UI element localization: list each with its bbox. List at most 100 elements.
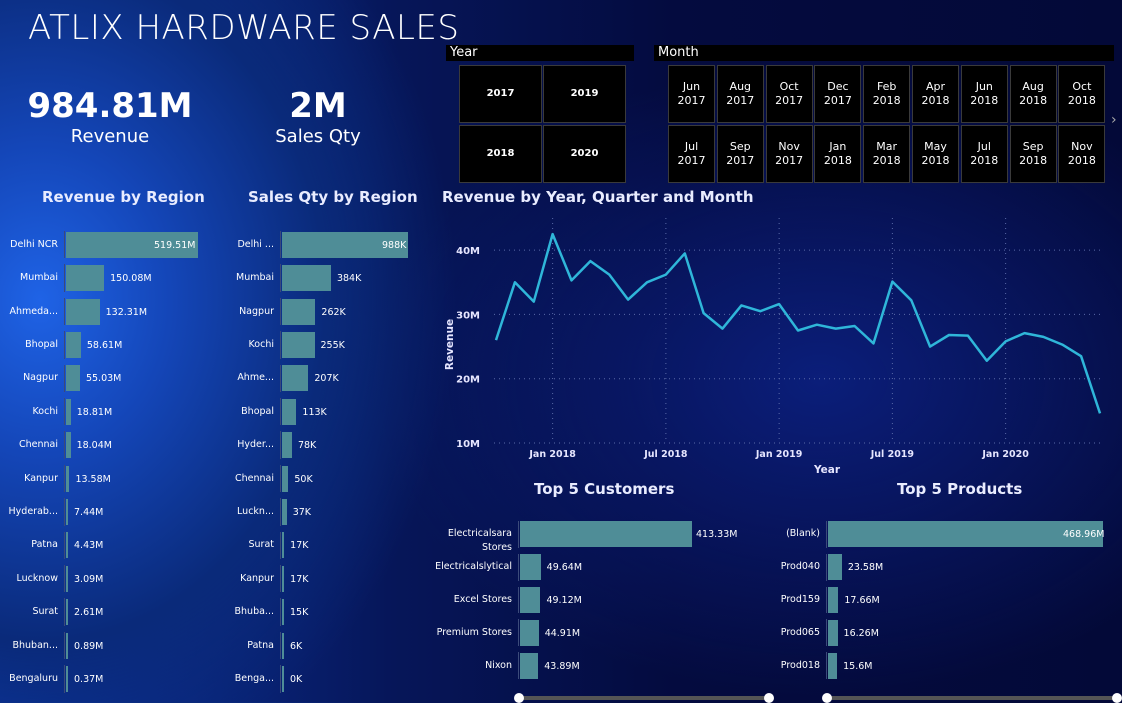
qty_by_region-category-label: Nagpur [239, 305, 274, 317]
top_customers-bar[interactable] [520, 587, 541, 613]
revenue_by_region-bar[interactable] [66, 565, 68, 592]
revenue_by_region-value-label: 18.81M [76, 406, 113, 418]
revenue_by_region-bar[interactable] [66, 599, 68, 626]
top-customers-chart: Electricalsara Stores 413.33M Electricalsl… [420, 518, 765, 688]
top_products-bar[interactable] [828, 587, 839, 613]
top_products-bar[interactable] [828, 554, 842, 581]
qty_by_region-bar[interactable] [282, 565, 285, 592]
qty_by_region-bar[interactable] [282, 599, 284, 626]
revenue_by_region-category-label: Ahmeda... [9, 305, 58, 317]
top_customers-row-divider [518, 521, 519, 548]
qty_by_region-bar[interactable] [282, 632, 284, 659]
qty_by_region-bar[interactable] [282, 432, 292, 459]
qty_by_region-bar[interactable] [282, 365, 309, 392]
dashboard-title: ATLIX HARDWARE SALES [28, 8, 460, 48]
year-2017-tile[interactable]: 2017 [459, 65, 542, 123]
qty_by_region-bar[interactable] [282, 532, 285, 559]
top_products-bar[interactable] [828, 619, 838, 646]
month-tile[interactable]: Apr 2018 [912, 65, 959, 123]
month-tile[interactable]: Aug 2018 [1009, 65, 1057, 123]
revenue_by_region-bar[interactable] [66, 265, 105, 292]
qty_by_region-value-label: 113K [302, 406, 327, 418]
revenue_by_region-bar[interactable] [66, 298, 100, 325]
qty_by_region-bar[interactable] [282, 665, 284, 692]
revenue_by_region-bar[interactable] [66, 498, 68, 525]
month-tile[interactable]: Jan 2018 [814, 125, 862, 183]
revenue_by_region-row-divider [64, 598, 65, 626]
qty_by_region-row-divider [280, 498, 281, 526]
top_customers-row-divider [518, 619, 519, 647]
top_products-category-label: Prod065 [780, 626, 820, 638]
month-tile[interactable]: May 2018 [912, 125, 959, 183]
revenue_by_region-bar[interactable] [66, 632, 68, 659]
revenue_by_region-bar[interactable] [66, 665, 68, 692]
top_customers-value-label: 49.64M [546, 562, 583, 574]
top_products-category-label: Prod040 [780, 561, 820, 573]
month-tile[interactable]: Dec 2017 [814, 65, 862, 123]
qty_by_region-bar[interactable] [282, 398, 297, 425]
month-tile[interactable]: Nov 2018 [1058, 125, 1106, 183]
top_customers-category-label: Electricalslytical [435, 561, 512, 573]
top_customers-bar[interactable] [520, 554, 541, 581]
customers-scrollbar[interactable] [520, 696, 770, 700]
revenue_by_region-bar[interactable] [66, 398, 71, 425]
qty_by_region-bar[interactable] [282, 265, 331, 292]
month-slicer: Month [654, 45, 1114, 61]
customers-scroll-handle-left[interactable] [514, 693, 524, 703]
qty_by_region-bar[interactable] [282, 498, 287, 525]
products-scroll-handle-left[interactable] [822, 693, 832, 703]
revenue_by_region-bar[interactable] [66, 532, 68, 559]
qty_by_region-category-label: Chennai [234, 472, 274, 484]
revenue-line-chart: 10M 20M 30M 40M Jan 2018 Jul 2018 Jan 2019 Jul … [444, 218, 1104, 476]
qty_by_region-bar[interactable] [282, 331, 315, 358]
year-2019-tile[interactable]: 2019 [543, 65, 626, 123]
month-tile[interactable]: Jul 2018 [960, 125, 1008, 183]
x-tick-label: Jan 2018 [528, 449, 576, 460]
top_customers-row-divider [518, 553, 519, 581]
month-tile[interactable]: Feb 2018 [863, 65, 911, 123]
customers-scroll-handle-right[interactable] [764, 693, 774, 703]
revenue_by_region-row-divider [64, 297, 65, 326]
month-tile[interactable]: Sep 2018 [1009, 125, 1057, 183]
month-tile[interactable]: Nov 2017 [765, 125, 813, 183]
revenue_by_region-value-label: 7.44M [74, 506, 104, 518]
qty-by-region-title: Sales Qty by Region [248, 188, 418, 206]
qty_by_region-row-divider [280, 631, 281, 660]
qty_by_region-category-label: Ahme... [237, 372, 274, 384]
top_products-bar[interactable] [828, 652, 838, 679]
qty_by_region-category-label: Kanpur [240, 572, 274, 584]
revenue_by_region-bar[interactable] [66, 365, 80, 392]
month-tile[interactable]: Mar 2018 [863, 125, 911, 183]
products-scrollbar[interactable] [828, 696, 1118, 700]
qty_by_region-bar[interactable] [282, 298, 316, 325]
revenue_by_region-value-label: 0.89M [74, 640, 104, 652]
revenue_by_region-bar[interactable] [66, 331, 81, 358]
revenue_by_region-value-label: 4.43M [74, 540, 104, 552]
top_customers-bar[interactable] [520, 652, 539, 679]
qty_by_region-bar[interactable] [282, 465, 289, 492]
revenue_by_region-bar[interactable] [66, 465, 70, 492]
revenue_by_region-bar[interactable] [66, 231, 198, 258]
month-tile[interactable]: Sep 2017 [716, 125, 764, 183]
products-scroll-handle-right[interactable] [1112, 693, 1122, 703]
month-tile[interactable]: Oct 2017 [765, 65, 813, 123]
revenue_by_region-category-label: Kochi [32, 405, 58, 417]
month-tile[interactable]: Jun 2018 [960, 65, 1008, 123]
top_customers-bar[interactable] [520, 521, 692, 548]
month-tile[interactable]: Jul 2017 [668, 125, 715, 183]
month-tile[interactable]: Aug 2017 [716, 65, 764, 123]
month-next-arrow-icon[interactable]: › [1111, 112, 1117, 128]
qty_by_region-row-divider [280, 565, 281, 593]
top_customers-bar[interactable] [520, 619, 539, 646]
y-tick-label: 30M [456, 310, 480, 321]
revenue_by_region-bar[interactable] [66, 432, 71, 459]
qty_by_region-value-label: 17K [290, 540, 309, 552]
year-2020-tile[interactable]: 2020 [543, 125, 626, 183]
top_products-bar[interactable] [828, 521, 1103, 548]
year-2018-tile[interactable]: 2018 [459, 125, 542, 183]
month-tile[interactable]: Jun 2017 [668, 65, 715, 123]
revenue-by-region-chart: Delhi NCR 519.51M Mumbai 150.08M Ahmeda... 13… [0, 228, 225, 698]
month-tile[interactable]: Oct 2018 [1058, 65, 1106, 123]
qty_by_region-bar[interactable] [282, 231, 408, 258]
top_customers-value-label: 44.91M [544, 627, 581, 639]
